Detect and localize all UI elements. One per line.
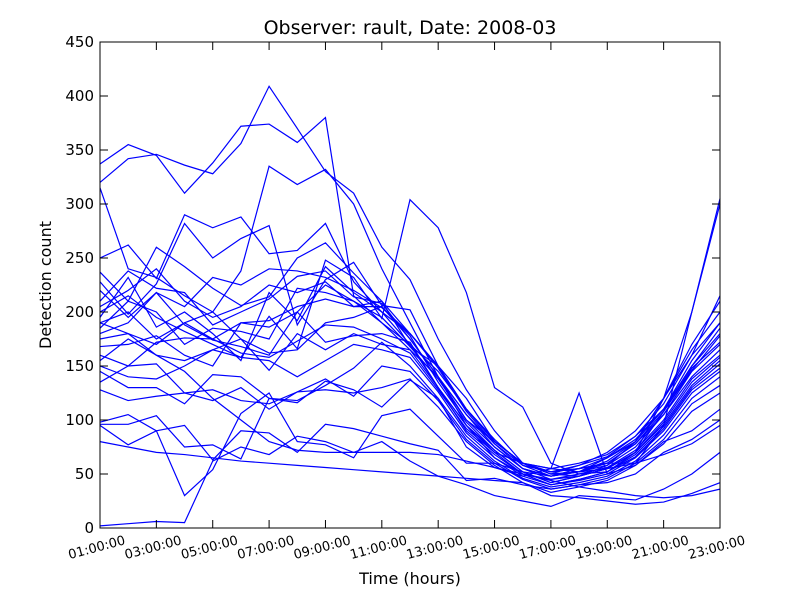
series-line-16 xyxy=(99,311,721,484)
series-line-14 xyxy=(99,284,721,481)
x-tick-label: 09:00:00 xyxy=(292,533,352,563)
x-tick-label: 21:00:00 xyxy=(630,533,690,563)
x-tick-label: 03:00:00 xyxy=(123,533,183,563)
series-line-3 xyxy=(99,165,721,481)
series-line-28 xyxy=(99,322,721,499)
x-tick-label: 23:00:00 xyxy=(687,533,747,563)
y-tick-label: 100 xyxy=(65,411,94,429)
x-tick-label: 01:00:00 xyxy=(67,533,127,563)
y-tick-label: 50 xyxy=(75,465,94,483)
series-line-22 xyxy=(99,378,721,493)
y-tick-label: 150 xyxy=(65,357,94,375)
series-line-20 xyxy=(99,341,721,488)
x-axis-label: Time (hours) xyxy=(358,569,461,588)
plot-frame xyxy=(99,41,721,529)
x-tick-label: 19:00:00 xyxy=(574,533,634,563)
series-line-1 xyxy=(99,116,721,473)
series-line-24 xyxy=(99,419,721,490)
y-tick-label: 300 xyxy=(65,195,94,213)
series-line-26 xyxy=(99,435,721,527)
series-line-18 xyxy=(99,332,721,486)
y-tick-label: 400 xyxy=(65,87,94,105)
x-tick-label: 11:00:00 xyxy=(349,533,409,563)
chart-title: Observer: rault, Date: 2008-03 xyxy=(264,17,557,39)
series-line-17 xyxy=(99,324,721,486)
series-line-25 xyxy=(99,392,721,497)
y-axis: 0 50 100 150 200 250 300 350 400 450 xyxy=(65,33,720,537)
x-tick-label: 07:00:00 xyxy=(236,533,296,563)
x-tick-label: 15:00:00 xyxy=(461,533,521,563)
series-line-27 xyxy=(99,441,721,505)
x-axis: 01:00:0003:00:0005:00:0007:00:0009:00:00… xyxy=(67,42,747,563)
y-tick-label: 450 xyxy=(65,33,94,51)
y-tick-label: 250 xyxy=(65,249,94,267)
y-tick-label: 200 xyxy=(65,303,94,321)
series-line-21 xyxy=(99,363,721,490)
series-line-6 xyxy=(99,222,721,473)
series-lines xyxy=(99,85,721,527)
y-tick-label: 0 xyxy=(84,519,94,537)
series-line-19 xyxy=(99,343,721,486)
y-axis-label: Detection count xyxy=(36,221,55,349)
series-line-9 xyxy=(99,267,721,477)
series-line-10 xyxy=(99,198,721,475)
series-line-2 xyxy=(99,85,721,477)
x-tick-label: 05:00:00 xyxy=(179,533,239,563)
y-tick-label: 350 xyxy=(65,141,94,159)
x-tick-label: 17:00:00 xyxy=(518,533,578,563)
x-tick-label: 13:00:00 xyxy=(405,533,465,563)
series-line-23 xyxy=(100,379,721,477)
